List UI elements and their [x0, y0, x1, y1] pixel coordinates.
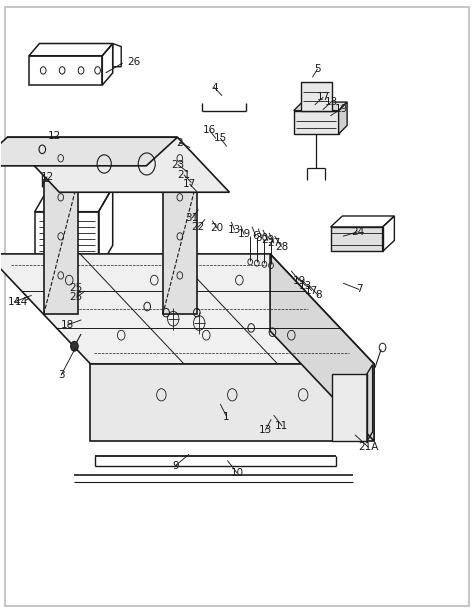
Polygon shape: [163, 181, 197, 314]
Text: 7: 7: [356, 284, 362, 294]
Text: 3: 3: [58, 370, 64, 380]
Text: 17: 17: [183, 179, 196, 189]
Text: 20: 20: [210, 223, 224, 233]
Text: 30: 30: [255, 233, 268, 243]
Text: 10: 10: [230, 468, 244, 478]
Text: 9: 9: [172, 460, 179, 471]
Text: 8: 8: [315, 291, 321, 300]
Polygon shape: [294, 102, 347, 110]
Text: 12: 12: [40, 172, 54, 182]
Text: 13: 13: [299, 281, 312, 291]
Text: 27: 27: [267, 238, 281, 248]
Text: 29: 29: [261, 235, 274, 245]
Circle shape: [71, 341, 78, 351]
Polygon shape: [270, 254, 374, 441]
Text: 13: 13: [228, 225, 241, 235]
Text: 15: 15: [214, 133, 227, 143]
Text: 13: 13: [259, 425, 272, 435]
Text: 11: 11: [275, 421, 289, 431]
Text: 1: 1: [223, 411, 230, 422]
Text: 22: 22: [191, 222, 205, 232]
Text: 28: 28: [275, 242, 288, 251]
Text: 31: 31: [185, 213, 199, 223]
Text: 5: 5: [314, 64, 320, 74]
Text: 18: 18: [61, 320, 74, 330]
Polygon shape: [7, 137, 229, 192]
Text: 21: 21: [177, 170, 191, 180]
Text: 2: 2: [176, 137, 182, 148]
Text: 14: 14: [8, 297, 21, 306]
Polygon shape: [301, 82, 331, 110]
Polygon shape: [91, 364, 374, 441]
Text: 26: 26: [128, 58, 141, 67]
Text: 16: 16: [203, 125, 216, 135]
Text: 21A: 21A: [358, 442, 379, 452]
Polygon shape: [338, 102, 347, 134]
Text: 17: 17: [305, 286, 319, 295]
Text: 25: 25: [70, 292, 83, 302]
Text: 6: 6: [253, 231, 259, 241]
Polygon shape: [294, 110, 338, 134]
Polygon shape: [0, 254, 374, 364]
Polygon shape: [330, 227, 383, 251]
Polygon shape: [44, 181, 78, 314]
Text: 4: 4: [211, 83, 218, 93]
Text: 19: 19: [334, 104, 347, 114]
Text: 25: 25: [69, 283, 82, 293]
Text: 17: 17: [316, 93, 329, 102]
Text: 13: 13: [325, 97, 338, 107]
Text: 23: 23: [171, 159, 184, 170]
Text: 14: 14: [15, 297, 28, 306]
Polygon shape: [0, 137, 177, 166]
Text: 24: 24: [351, 227, 364, 237]
Text: 12: 12: [48, 131, 61, 142]
Text: 19: 19: [237, 229, 251, 239]
Polygon shape: [331, 374, 367, 441]
Text: 19: 19: [293, 276, 306, 286]
